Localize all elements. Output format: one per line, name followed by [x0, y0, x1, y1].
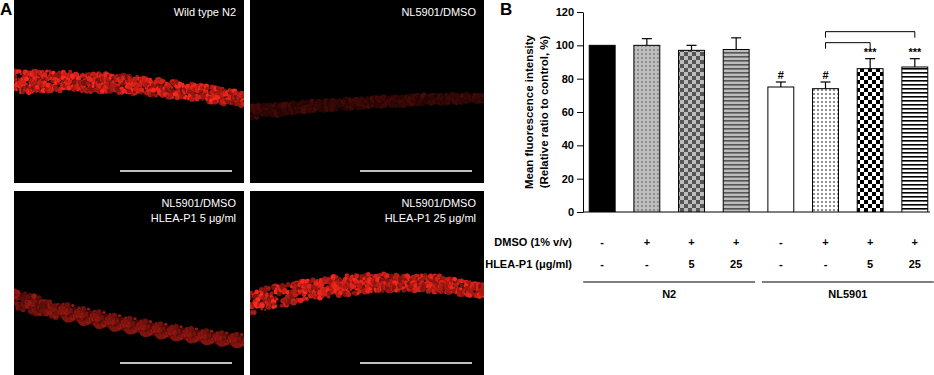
fluorescent-spot	[285, 112, 288, 115]
fluorescent-spot	[120, 92, 123, 95]
scale-bar	[120, 170, 232, 172]
fluorescent-spot	[483, 100, 484, 102]
fluorescent-spot	[45, 78, 48, 81]
fluorescent-spot	[97, 325, 100, 328]
fluorescent-spot	[69, 306, 72, 309]
fluorescent-spot	[68, 71, 71, 74]
fluorescent-spot	[130, 77, 132, 79]
fluorescent-spot	[45, 69, 48, 72]
fluorescent-spot	[62, 303, 65, 306]
fluorescent-spot	[14, 74, 16, 79]
micrograph: NL5901/DMSOHLEA-P1 5 μg/ml	[10, 191, 252, 375]
fluorescent-spot	[21, 89, 25, 93]
fluorescent-spot	[241, 98, 244, 101]
fluorescent-spot	[68, 80, 72, 84]
fluorescent-spot	[275, 103, 278, 106]
fluorescent-spot	[212, 100, 217, 105]
fluorescent-spot	[81, 322, 84, 325]
fluorescent-spot	[241, 102, 244, 106]
micrograph: Wild type N2	[11, 0, 245, 183]
fluorescent-spot	[118, 83, 121, 86]
fluorescent-spot	[199, 90, 202, 93]
fluorescent-spot	[35, 85, 39, 89]
fluorescent-spot	[105, 83, 108, 86]
fluorescent-spot	[14, 76, 17, 79]
fluorescent-spot	[18, 302, 21, 305]
fluorescent-spot	[206, 86, 210, 90]
fluorescent-spot	[140, 92, 143, 95]
fluorescent-spot	[65, 318, 68, 321]
fluorescent-spot	[473, 93, 476, 96]
fluorescent-spot	[53, 85, 58, 90]
fluorescent-spot	[54, 86, 57, 89]
fluorescent-spot	[71, 304, 74, 307]
fluorescent-spot	[115, 74, 118, 77]
fluorescent-spot	[482, 97, 484, 100]
fluorescent-spot	[48, 75, 51, 78]
fluorescent-spot	[93, 310, 96, 313]
fluorescent-spot	[242, 92, 244, 96]
fluorescent-spot	[304, 100, 308, 104]
worm	[14, 289, 244, 349]
image-background	[250, 0, 484, 183]
fluorescent-spot	[171, 96, 174, 99]
fluorescent-spot	[81, 318, 84, 321]
fluorescent-spot	[325, 108, 329, 112]
fluorescent-spot	[309, 111, 311, 113]
panel-label: A	[0, 0, 12, 19]
figure: A Wild type N2 NL5901/DMSO NL5901/DMSOHLEA-…	[0, 0, 934, 375]
fluorescent-spot	[303, 100, 307, 104]
fluorescent-spot	[415, 95, 419, 99]
fluorescent-spot	[239, 91, 244, 96]
image-label: NL5901/DMSO	[401, 6, 476, 18]
fluorescent-spot	[50, 84, 53, 87]
fluorescent-spot	[32, 293, 37, 298]
worm	[250, 92, 484, 121]
fluorescent-spot	[57, 70, 61, 74]
fluorescent-spot	[162, 79, 165, 82]
image-background	[14, 191, 244, 375]
fluorescent-spot	[283, 102, 287, 106]
panel-a: A Wild type N2 NL5901/DMSO NL5901/DMSOHLEA-…	[0, 0, 487, 375]
fluorescent-spot	[63, 72, 67, 76]
worm	[14, 68, 244, 108]
fluorescent-spot	[181, 83, 184, 86]
fluorescent-spot	[20, 73, 23, 76]
fluorescent-spot	[15, 88, 17, 90]
fluorescent-spot	[412, 103, 415, 106]
image-background	[14, 0, 244, 183]
fluorescent-spot	[96, 321, 99, 324]
fluorescent-spot	[87, 308, 90, 311]
fluorescent-spot	[128, 76, 131, 79]
scale-bar	[360, 170, 472, 172]
fluorescent-spot	[65, 314, 68, 317]
image-label: Wild type N2	[174, 6, 236, 18]
fluorescent-spot	[100, 313, 103, 316]
fluorescent-spot	[96, 309, 102, 315]
fluorescent-spot	[154, 94, 158, 98]
fluorescent-spot	[47, 74, 52, 79]
fluorescent-spot	[85, 310, 88, 313]
fluorescent-spot	[77, 306, 80, 309]
fluorescent-spot	[30, 304, 33, 307]
micrograph: NL5901/DMSO	[246, 0, 487, 183]
fluorescent-spot	[14, 87, 17, 92]
fluorescent-spot	[24, 76, 29, 81]
fluorescent-spot	[170, 88, 174, 92]
fluorescent-spot	[335, 108, 337, 110]
fluorescent-spot	[151, 88, 156, 93]
fluorescent-spot	[262, 103, 267, 108]
